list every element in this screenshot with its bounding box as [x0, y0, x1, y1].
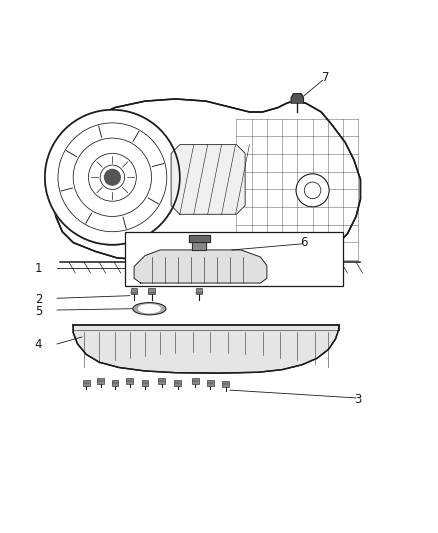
- Bar: [131, 288, 137, 294]
- Circle shape: [105, 169, 120, 185]
- Text: 6: 6: [300, 236, 307, 249]
- Bar: [141, 379, 148, 386]
- Bar: [191, 378, 198, 384]
- Bar: [174, 379, 181, 386]
- Text: 2: 2: [35, 293, 42, 305]
- Polygon shape: [73, 325, 339, 330]
- Text: 3: 3: [355, 393, 362, 406]
- Bar: [222, 381, 229, 387]
- Circle shape: [296, 174, 329, 207]
- Circle shape: [45, 110, 180, 245]
- Polygon shape: [73, 325, 339, 373]
- Bar: [112, 379, 118, 386]
- Text: 4: 4: [35, 338, 42, 351]
- Polygon shape: [171, 144, 245, 214]
- Ellipse shape: [138, 305, 160, 313]
- Bar: [196, 288, 202, 294]
- Ellipse shape: [133, 303, 166, 315]
- Bar: [97, 377, 104, 384]
- Polygon shape: [192, 241, 206, 250]
- Polygon shape: [291, 94, 304, 103]
- Text: 7: 7: [322, 71, 329, 84]
- Bar: [83, 379, 90, 386]
- Text: 1: 1: [35, 262, 42, 275]
- Polygon shape: [49, 99, 360, 264]
- Bar: [158, 378, 165, 384]
- Circle shape: [45, 110, 180, 245]
- Polygon shape: [189, 235, 210, 241]
- Polygon shape: [134, 250, 267, 283]
- Circle shape: [105, 169, 120, 185]
- Bar: [125, 232, 343, 286]
- Bar: [126, 378, 133, 384]
- Bar: [207, 379, 214, 386]
- Text: 5: 5: [35, 305, 42, 318]
- Bar: [148, 288, 155, 294]
